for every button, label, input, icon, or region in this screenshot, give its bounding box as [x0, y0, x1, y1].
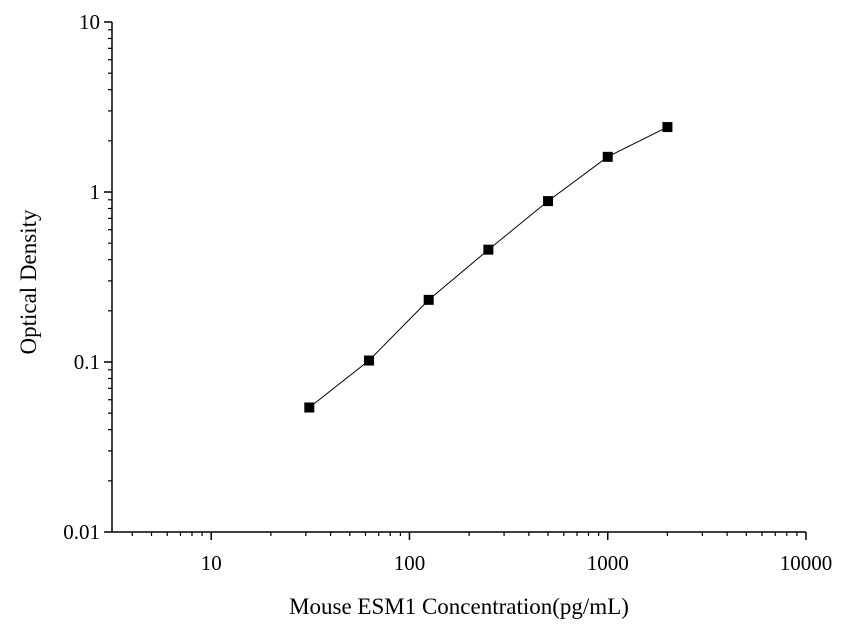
y-tick-label: 1	[90, 180, 101, 204]
data-point	[662, 122, 673, 133]
x-tick-label: 1000	[587, 551, 629, 575]
x-tick-label: 10000	[780, 551, 833, 575]
axes: 0.01 0.1 1 10 10 100 1000 10000	[63, 10, 832, 575]
data-point	[483, 244, 494, 255]
data-point	[363, 355, 374, 366]
data-point	[543, 196, 554, 207]
data-point	[423, 294, 434, 305]
data-point	[304, 402, 315, 413]
y-tick-label: 0.01	[63, 520, 100, 544]
y-tick-label: 0.1	[74, 350, 100, 374]
series-line	[308, 126, 668, 408]
data-point	[602, 151, 613, 162]
plot-area	[304, 122, 673, 413]
x-axis-title: Mouse ESM1 Concentration(pg/mL)	[289, 594, 629, 619]
x-tick-label: 10	[201, 551, 222, 575]
y-tick-label: 10	[79, 10, 100, 34]
x-tick-label: 100	[394, 551, 426, 575]
y-axis-title: Optical Density	[16, 209, 41, 354]
